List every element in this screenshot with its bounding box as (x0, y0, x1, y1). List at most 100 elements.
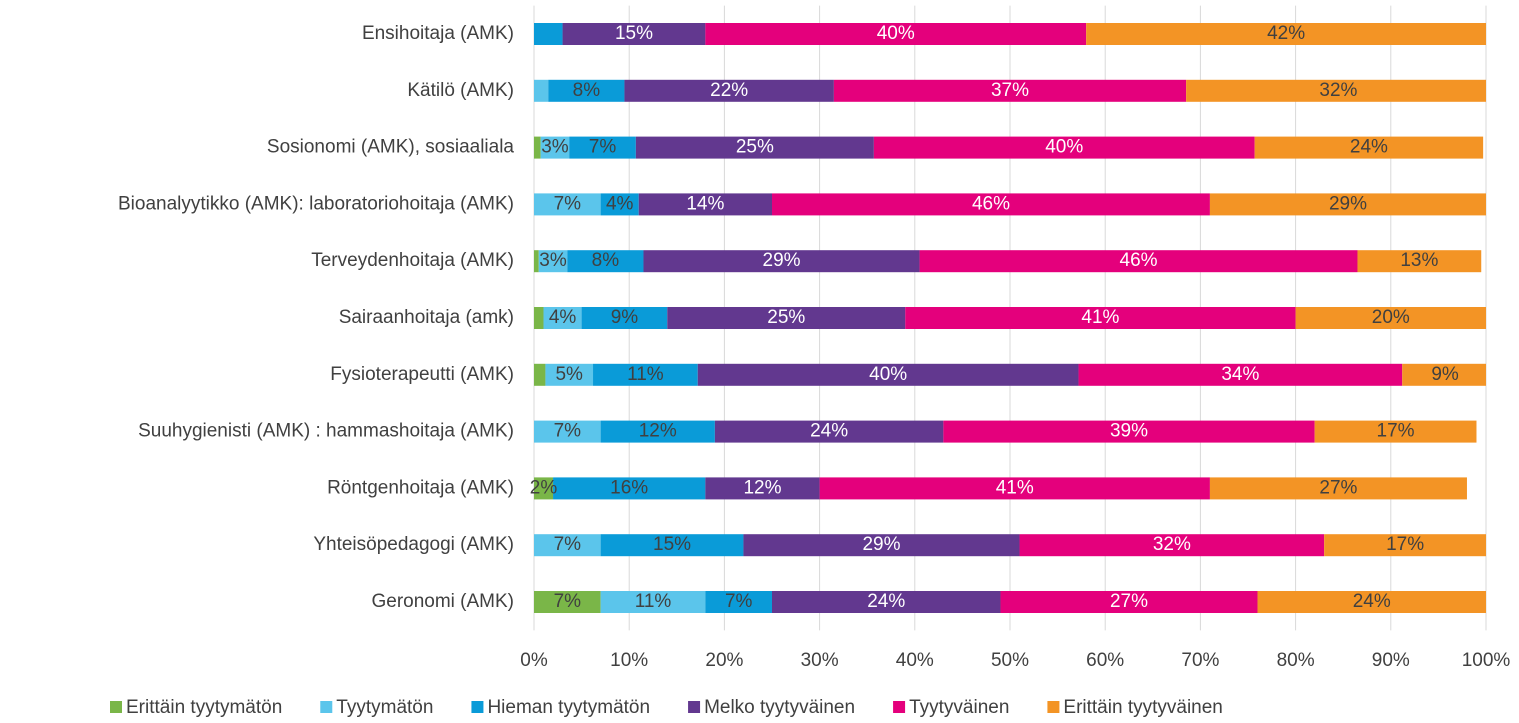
bar-segment (567, 250, 644, 273)
bar-segment (624, 79, 834, 102)
bar-segment (905, 307, 1296, 329)
bar-segment (1295, 307, 1486, 329)
bar-segment (1357, 250, 1482, 273)
bar-segment (600, 591, 706, 613)
data-label: 7% (554, 534, 582, 555)
x-tick-label: 30% (801, 650, 839, 671)
data-label: 4% (549, 307, 577, 328)
data-label: 17% (1377, 421, 1415, 442)
bar-segment (833, 79, 1187, 102)
bar-segment (593, 363, 698, 386)
bar-segment (819, 477, 1210, 500)
bar-segment (1078, 363, 1403, 386)
category-label: Suuhygienisti (AMK) : hammashoitaja (AMK… (138, 421, 514, 442)
bar-segment (635, 136, 874, 159)
bar-segment (600, 420, 715, 443)
data-label: 40% (877, 23, 915, 44)
bar-segment (600, 193, 639, 216)
data-label: 27% (1319, 477, 1357, 498)
bar-segment (1186, 79, 1486, 102)
bar-segment (534, 23, 563, 45)
legend-swatch (471, 701, 484, 713)
category-label: Geronomi (AMK) (371, 591, 514, 612)
bar-segment (697, 363, 1079, 386)
data-label: 7% (554, 193, 582, 214)
data-label: 25% (767, 307, 805, 328)
bar-segment (1402, 363, 1486, 386)
data-label: 7% (554, 421, 582, 442)
data-label: 39% (1110, 421, 1148, 442)
x-tick-label: 90% (1372, 650, 1410, 671)
legend-label: Tyytyväinen (909, 697, 1009, 718)
bar-segment (540, 136, 570, 159)
bar-segment (714, 420, 944, 443)
data-label: 40% (1045, 137, 1083, 158)
legend-label: Tyytymätön (336, 697, 433, 718)
legend-label: Erittäin tyytyväinen (1063, 697, 1222, 718)
bar-segment (534, 193, 601, 216)
category-label: Bioanalyytikko (AMK): laboratoriohoitaja… (118, 193, 514, 214)
legend-swatch (110, 701, 122, 713)
bar-segment (534, 136, 541, 159)
labels: 0% 10% 20% 30% 40% 50% 60% 70% 80% 90% 100% Ensihoi… (110, 23, 1510, 718)
x-tick-label: 100% (1462, 650, 1511, 671)
bar-segment (553, 477, 706, 500)
data-label: 42% (1267, 23, 1305, 44)
data-label: 14% (686, 193, 724, 214)
data-label: 2% (530, 477, 558, 498)
bar-segment (534, 363, 546, 386)
data-label: 7% (725, 591, 753, 612)
bar-segment (543, 307, 582, 329)
data-label: 34% (1221, 364, 1259, 385)
legend-swatch (688, 701, 701, 713)
data-label: 12% (639, 421, 677, 442)
bar-segment (743, 534, 1020, 557)
data-label: 32% (1319, 80, 1357, 101)
bar-segment (562, 23, 706, 45)
data-label: 11% (635, 591, 672, 612)
bar-segment (667, 307, 906, 329)
data-label: 24% (1350, 137, 1388, 158)
data-label: 16% (610, 477, 648, 498)
bar-segment (1209, 193, 1486, 216)
bar-segment (534, 591, 601, 613)
data-label: 32% (1153, 534, 1191, 555)
bar-segment (600, 534, 744, 557)
data-label: 29% (862, 534, 900, 555)
legend-swatch (320, 701, 333, 713)
data-label: 29% (763, 250, 801, 271)
data-label: 3% (541, 137, 569, 158)
bar-segment (1019, 534, 1325, 557)
legend-swatch (893, 701, 906, 713)
data-label: 11% (627, 364, 664, 385)
data-label: 24% (1353, 591, 1391, 612)
x-tick-label: 10% (610, 650, 648, 671)
bar-segment (534, 477, 554, 500)
category-label: Sairaanhoitaja (amk) (339, 307, 514, 328)
bar-segment (534, 420, 601, 443)
bar-segment (1086, 23, 1486, 45)
bar-segment (705, 591, 772, 613)
x-tick-label: 70% (1181, 650, 1219, 671)
x-tick-label: 50% (991, 650, 1029, 671)
x-tick-label: 20% (705, 650, 743, 671)
bar-segment (548, 79, 625, 102)
bar-segment (943, 420, 1315, 443)
data-label: 9% (1431, 364, 1459, 385)
bar-segment (919, 250, 1358, 273)
data-label: 40% (869, 364, 907, 385)
bar-segment (705, 23, 1087, 45)
bar-segment (643, 250, 920, 273)
category-label: Fysioterapeutti (AMK) (330, 364, 514, 385)
bar-segment (1209, 477, 1467, 500)
data-label: 7% (589, 137, 617, 158)
category-label: Röntgenhoitaja (AMK) (327, 477, 514, 498)
bar-segment (538, 250, 568, 273)
data-label: 46% (1120, 250, 1158, 271)
legend-label: Hieman tyytymätön (487, 697, 650, 718)
data-label: 9% (611, 307, 639, 328)
bar-segment (1254, 136, 1484, 159)
data-label: 12% (743, 477, 781, 498)
bar-segment (1324, 534, 1486, 557)
bar-segment (705, 477, 820, 500)
